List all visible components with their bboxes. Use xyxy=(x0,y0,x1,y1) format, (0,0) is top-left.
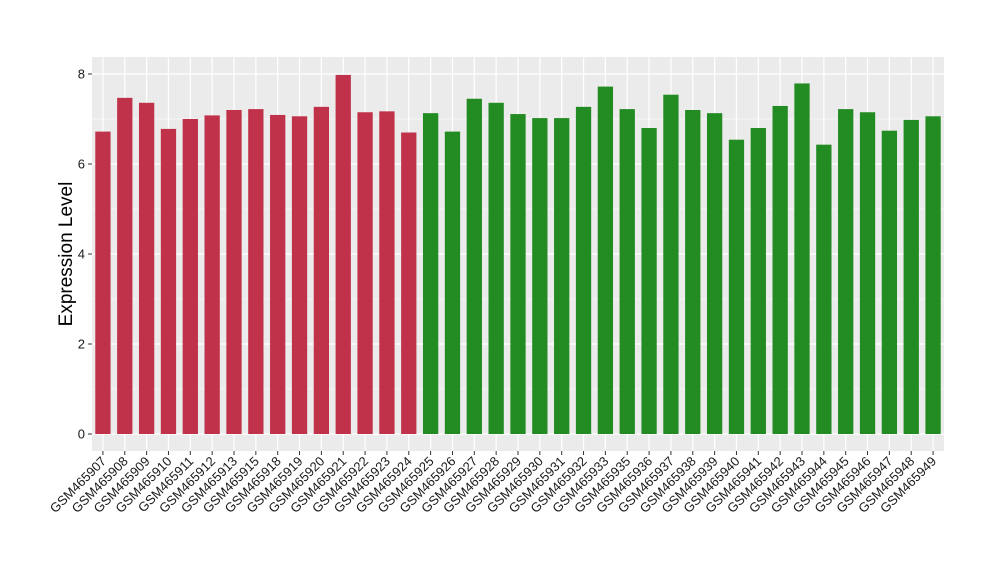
bar-GSM465933 xyxy=(597,86,614,434)
bar-GSM465928 xyxy=(488,102,504,435)
bar-GSM465948 xyxy=(903,119,919,435)
bar-GSM465931 xyxy=(554,118,570,434)
y-tick-label: 4 xyxy=(78,247,85,262)
y-tick-label: 0 xyxy=(78,427,85,442)
bar-GSM465908 xyxy=(117,97,133,434)
bar-GSM465912 xyxy=(204,115,220,435)
y-tick-label: 6 xyxy=(78,157,85,172)
bar-GSM465918 xyxy=(270,114,286,434)
bar-GSM465944 xyxy=(816,144,832,434)
bar-GSM465929 xyxy=(510,114,526,435)
bar-GSM465946 xyxy=(859,112,876,434)
y-axis: 0 2 4 6 8 xyxy=(78,67,92,442)
bar-GSM465920 xyxy=(313,106,330,434)
bar-GSM465945 xyxy=(838,109,854,434)
bar-GSM465924 xyxy=(401,132,417,434)
bar-GSM465921 xyxy=(335,74,351,435)
bar-GSM465932 xyxy=(575,106,592,434)
bar-GSM465940 xyxy=(728,139,745,434)
bar-GSM465930 xyxy=(532,118,548,434)
bar-GSM465935 xyxy=(619,109,635,434)
y-tick-label: 2 xyxy=(78,337,85,352)
bars-group xyxy=(95,74,941,435)
bar-GSM465926 xyxy=(444,131,461,434)
bar-GSM465927 xyxy=(466,98,482,434)
bar-GSM465909 xyxy=(138,102,155,435)
bar-GSM465937 xyxy=(663,94,679,434)
bar-GSM465936 xyxy=(641,128,657,434)
bar-GSM465939 xyxy=(706,113,723,435)
bar-GSM465919 xyxy=(291,116,308,435)
bar-GSM465910 xyxy=(160,128,177,434)
bar-GSM465925 xyxy=(422,113,439,435)
bar-GSM465915 xyxy=(248,109,264,434)
bar-GSM465942 xyxy=(772,105,788,434)
bar-GSM465941 xyxy=(750,128,766,434)
x-axis: GSM465907GSM465908GSM465909GSM465910GSM4… xyxy=(47,451,939,516)
bar-GSM465938 xyxy=(685,110,701,434)
bar-GSM465913 xyxy=(226,110,242,434)
bar-GSM465922 xyxy=(357,112,373,434)
y-axis-title: Expression Level xyxy=(56,182,77,327)
bar-GSM465947 xyxy=(881,130,898,434)
bar-GSM465907 xyxy=(95,131,111,434)
bar-GSM465911 xyxy=(182,119,198,434)
bar-GSM465943 xyxy=(794,83,810,434)
y-tick-label: 8 xyxy=(78,67,85,82)
bar-GSM465923 xyxy=(379,111,395,434)
bar-GSM465949 xyxy=(925,116,941,435)
